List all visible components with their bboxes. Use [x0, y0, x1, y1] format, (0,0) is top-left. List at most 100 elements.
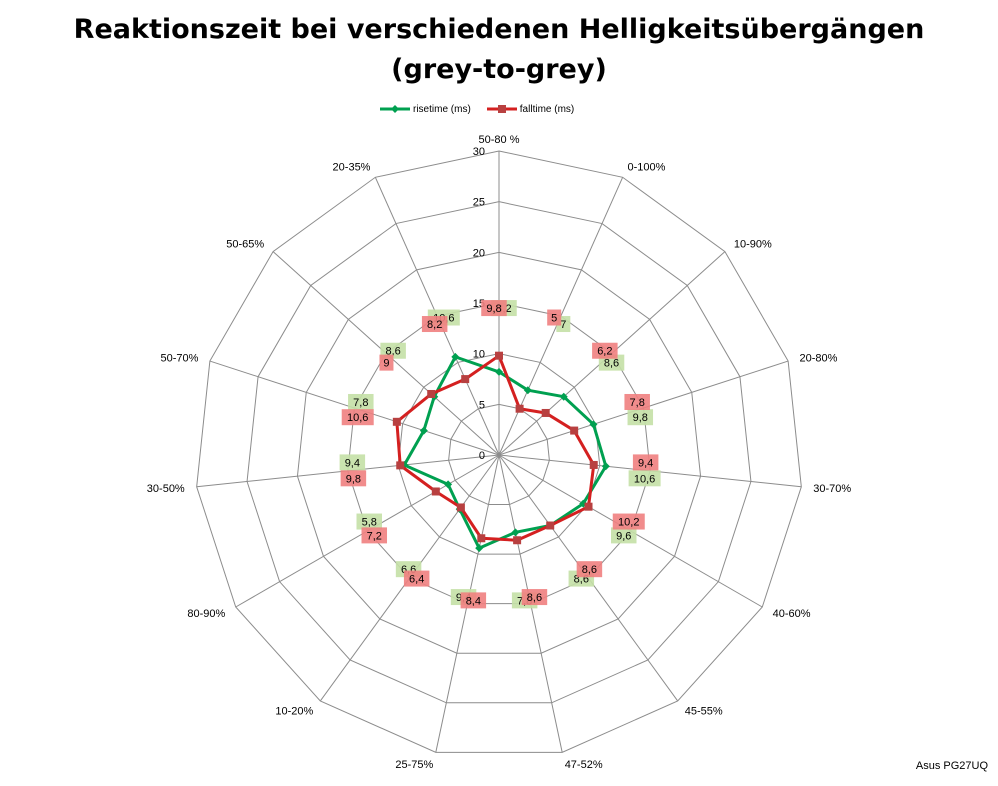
category-label: 50-70% — [161, 352, 199, 364]
chart-title: Reaktionszeit bei verschiedenen Helligke… — [0, 10, 998, 90]
legend: risetime (ms) falltime (ms) — [380, 100, 590, 118]
svg-text:9,4: 9,4 — [345, 457, 360, 469]
legend-swatch-falltime — [486, 105, 517, 113]
radial-tick-label: 25 — [473, 197, 485, 209]
svg-text:9,8: 9,8 — [486, 303, 501, 315]
risetime-point — [451, 352, 460, 361]
falltime-point — [477, 534, 486, 543]
risetime-point — [419, 426, 428, 435]
falltime-data-label: 8,4 — [460, 592, 487, 609]
svg-text:8,2: 8,2 — [427, 319, 442, 331]
svg-text:6,4: 6,4 — [409, 574, 424, 586]
svg-text:7,8: 7,8 — [630, 397, 645, 409]
chart-title-main: Reaktionszeit bei verschiedenen Helligke… — [73, 14, 925, 45]
svg-text:6,2: 6,2 — [597, 346, 612, 358]
radial-tick-label: 20 — [473, 247, 485, 259]
falltime-point — [541, 408, 550, 417]
falltime-data-label: 10,6 — [341, 409, 374, 426]
svg-text:9,8: 9,8 — [633, 412, 648, 424]
falltime-data-label: 9,8 — [481, 300, 507, 317]
svg-text:10,2: 10,2 — [618, 517, 639, 529]
category-label: 45-55% — [685, 706, 723, 718]
falltime-data-label: 9 — [379, 354, 394, 371]
falltime-point — [396, 461, 405, 470]
falltime-point — [515, 404, 524, 413]
category-label: 80-90% — [187, 608, 225, 620]
falltime-data-label: 10,2 — [612, 513, 645, 530]
svg-text:9: 9 — [383, 358, 389, 370]
radial-tick-label: 0 — [479, 450, 485, 462]
grid-ring — [448, 403, 550, 506]
source-note: Asus PG27UQ — [915, 760, 988, 772]
category-label: 20-35% — [333, 161, 371, 173]
svg-text:7: 7 — [560, 319, 566, 331]
falltime-data-label: 8,6 — [576, 561, 603, 578]
risetime-point — [589, 420, 598, 429]
series-lines — [392, 351, 610, 553]
svg-text:5,8: 5,8 — [362, 517, 377, 529]
risetime-point — [523, 386, 532, 395]
grid-ring — [347, 302, 651, 605]
category-label: 30-70% — [813, 483, 851, 495]
grid-ring — [296, 251, 702, 654]
svg-text:8,6: 8,6 — [604, 358, 619, 370]
falltime-data-label: 7,8 — [624, 393, 650, 410]
falltime-point — [456, 503, 465, 512]
svg-text:9,6: 9,6 — [616, 530, 631, 542]
grid-ring — [196, 150, 802, 753]
falltime-point — [570, 426, 579, 435]
svg-text:7,8: 7,8 — [353, 397, 368, 409]
legend-label-falltime: falltime (ms) — [519, 103, 575, 115]
svg-text:5: 5 — [551, 313, 557, 325]
risetime-point — [559, 392, 568, 401]
falltime-data-label: 5 — [547, 309, 562, 326]
svg-text:8,4: 8,4 — [466, 595, 481, 607]
falltime-point — [431, 487, 440, 496]
falltime-data-label: 8,2 — [421, 316, 448, 333]
svg-text:10,6: 10,6 — [634, 473, 655, 485]
grid-ring — [397, 353, 601, 555]
falltime-point — [427, 389, 436, 398]
risetime-point — [475, 544, 484, 553]
risetime-data-label: 10,6 — [628, 470, 661, 487]
radial-tick-label: 10 — [473, 349, 485, 361]
risetime-data-label: 7,8 — [348, 393, 374, 410]
category-label: 25-75% — [395, 759, 433, 771]
category-label: 0-100% — [628, 161, 666, 173]
legend-item-falltime: falltime (ms) — [486, 103, 575, 115]
category-label: 40-60% — [773, 608, 811, 620]
svg-text:10,6: 10,6 — [347, 412, 368, 424]
falltime-data-label: 8,6 — [521, 589, 548, 606]
falltime-point — [461, 375, 470, 384]
falltime-data-label: 7,2 — [361, 527, 388, 544]
radial-tick-label: 5 — [479, 399, 485, 411]
chart-subtitle: (grey-to-grey) — [391, 54, 607, 85]
falltime-point — [513, 536, 522, 545]
falltime-data-label: 6,4 — [403, 570, 430, 587]
legend-label-risetime: risetime (ms) — [413, 103, 471, 115]
falltime-point — [392, 417, 401, 426]
category-label: 30-50% — [147, 483, 185, 495]
falltime-point — [495, 351, 503, 360]
series-line-1 — [395, 354, 596, 542]
legend-swatch-risetime — [380, 105, 410, 113]
category-label: 50-80 % — [479, 134, 520, 146]
radar-grid — [196, 150, 802, 753]
category-label: 10-20% — [275, 706, 313, 718]
risetime-data-label: 9,4 — [339, 454, 366, 471]
grid-ring — [246, 201, 752, 704]
risetime-point — [444, 480, 453, 489]
legend-item-risetime: risetime (ms) — [380, 104, 471, 115]
category-label: 50-65% — [226, 239, 264, 251]
risetime-data-label: 9,6 — [610, 527, 637, 544]
category-label: 20-80% — [800, 352, 838, 364]
risetime-data-label: 9,8 — [627, 409, 654, 426]
falltime-data-label: 6,2 — [592, 342, 618, 359]
falltime-point — [584, 502, 593, 511]
risetime-point — [511, 528, 520, 537]
category-labels: 50-80 % 0-100% 10-90% 20-80% 30-70% 40-60% 45-… — [147, 134, 852, 771]
radial-tick-label: 30 — [473, 146, 485, 158]
svg-text:7,2: 7,2 — [367, 530, 382, 542]
